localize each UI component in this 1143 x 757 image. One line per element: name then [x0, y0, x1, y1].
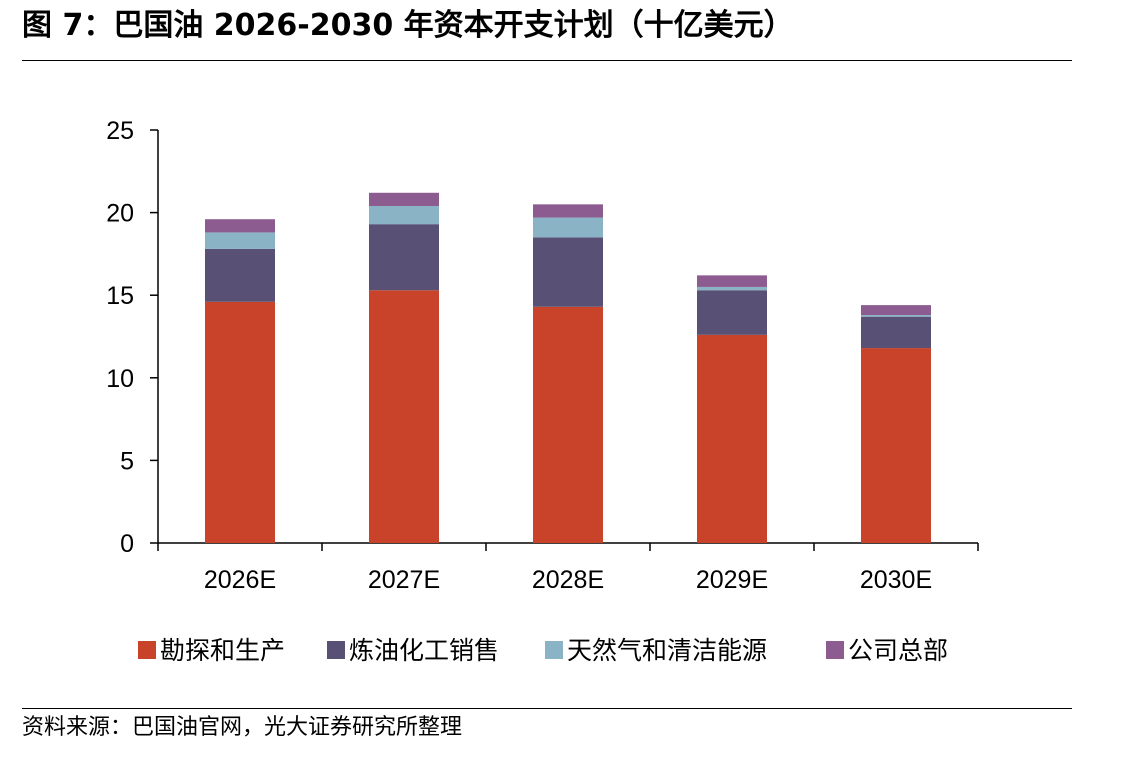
- bar-stacks: [205, 192, 931, 543]
- stacked-bar-chart: 0 5 10 15 20 25 2026E 2027E 2028E 2029E 2030E 勘探和…: [106, 117, 979, 665]
- bar-segment: [861, 316, 931, 349]
- x-tick-label: 2028E: [532, 566, 604, 594]
- legend-label: 天然气和清洁能源: [567, 636, 767, 665]
- legend-swatch: [138, 641, 156, 659]
- legend-label: 公司总部: [848, 636, 948, 665]
- figure-title: 图 7：巴国油 2026-2030 年资本开支计划（十亿美元）: [22, 8, 794, 43]
- y-tick-label: 20: [106, 200, 134, 228]
- y-tick-label: 25: [106, 117, 134, 145]
- legend-swatch: [545, 641, 563, 659]
- title-divider: [22, 60, 1072, 61]
- bar-segment: [861, 305, 931, 316]
- legend-swatch: [327, 641, 345, 659]
- bar-segment: [205, 219, 275, 233]
- bar-segment: [533, 237, 603, 307]
- x-tick-label: 2030E: [860, 566, 932, 594]
- bar-segment: [697, 334, 767, 543]
- bar-stack: [205, 219, 275, 543]
- bar-segment: [697, 275, 767, 287]
- bar-segment: [369, 205, 439, 225]
- legend-item: 公司总部: [826, 636, 948, 665]
- y-axis: 0 5 10 15 20 25: [106, 117, 159, 558]
- bar-segment: [697, 286, 767, 291]
- legend-label: 炼油化工销售: [349, 636, 499, 665]
- source-divider: [22, 708, 1072, 709]
- legend-label: 勘探和生产: [160, 636, 285, 665]
- bar-segment: [369, 192, 439, 206]
- y-tick-label: 5: [120, 447, 134, 475]
- y-tick-label: 10: [106, 365, 134, 393]
- bar-segment: [205, 248, 275, 302]
- bar-segment: [533, 306, 603, 543]
- bar-segment: [369, 224, 439, 291]
- bar-segment: [205, 301, 275, 543]
- x-axis: 2026E 2027E 2028E 2029E 2030E: [157, 542, 979, 594]
- bar-segment: [861, 348, 931, 543]
- bar-segment: [369, 290, 439, 543]
- bar-stack: [697, 275, 767, 543]
- bar-stack: [861, 305, 931, 543]
- bar-segment: [861, 315, 931, 317]
- legend: 勘探和生产 炼油化工销售 天然气和清洁能源 公司总部: [138, 636, 948, 665]
- bar-segment: [533, 217, 603, 238]
- bar-segment: [205, 232, 275, 249]
- legend-item: 炼油化工销售: [327, 636, 499, 665]
- bar-stack: [533, 204, 603, 543]
- legend-swatch: [826, 641, 844, 659]
- y-tick-label: 15: [106, 282, 134, 310]
- y-tick-label: 0: [120, 530, 134, 558]
- source-note: 资料来源：巴国油官网，光大证券研究所整理: [22, 715, 463, 740]
- legend-item: 勘探和生产: [138, 636, 285, 665]
- x-tick-label: 2029E: [696, 566, 768, 594]
- legend-item: 天然气和清洁能源: [545, 636, 767, 665]
- x-tick-label: 2027E: [368, 566, 440, 594]
- bar-stack: [369, 192, 439, 543]
- bar-segment: [533, 204, 603, 218]
- x-tick-label: 2026E: [204, 566, 276, 594]
- bar-segment: [697, 290, 767, 335]
